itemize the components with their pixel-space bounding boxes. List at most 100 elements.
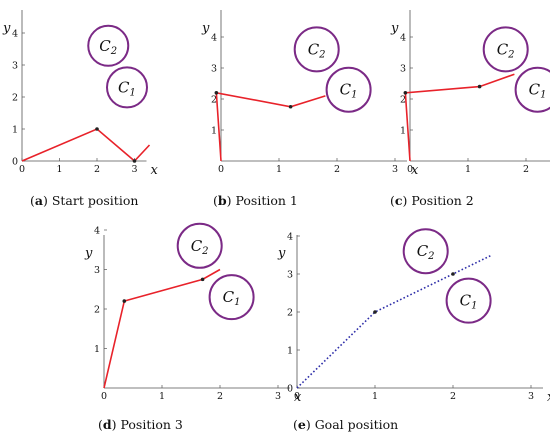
y-tick-label: 3	[12, 61, 18, 72]
circle-label-subscript: 1	[471, 301, 477, 312]
circle-label-base: C	[99, 37, 111, 55]
arm-path	[21, 128, 151, 163]
arm-path	[103, 268, 221, 389]
circle-label-subscript: 1	[351, 90, 357, 101]
y-axis-label: y	[2, 21, 11, 36]
circle-label-subscript: 1	[540, 90, 546, 101]
caption-paren: (	[98, 417, 103, 432]
circle-label-base: C	[460, 292, 472, 310]
obstacle-circle-c1	[208, 274, 255, 321]
arm-joint	[403, 91, 408, 95]
circle-label-c2: C2	[497, 40, 515, 60]
x-tick-label: 1	[465, 164, 471, 175]
circle-label-base: C	[223, 288, 235, 306]
x-tick-label: 2	[450, 391, 456, 402]
x-tick-label: 0	[218, 164, 224, 175]
circle-label-c2: C2	[417, 242, 435, 262]
arm-joint	[373, 310, 377, 314]
circle-label-c2: C2	[99, 37, 117, 57]
caption-text: ) Position 1	[227, 193, 298, 208]
caption-paren: (	[30, 193, 35, 208]
circle-label-c2: C2	[308, 40, 326, 60]
obstacle-circle-c2	[87, 24, 130, 67]
y-axis-label: y	[201, 21, 210, 36]
circle-label-subscript: 2	[427, 251, 434, 262]
y-tick-label: 1	[12, 125, 18, 136]
x-tick-label: 1	[276, 164, 282, 175]
y-tick-label: 3	[211, 64, 217, 75]
x-axis-label: x	[411, 163, 419, 178]
y-tick-label: 2	[400, 95, 406, 106]
caption-paren: (	[293, 417, 298, 432]
arm-joint	[288, 104, 293, 109]
x-tick-label: 3	[275, 391, 281, 402]
circle-label-base: C	[497, 40, 509, 58]
obstacle-circle-c1	[106, 66, 148, 109]
x-axis-label: x	[151, 163, 159, 178]
y-tick-label: 0	[287, 384, 293, 395]
circle-label-subscript: 2	[507, 49, 514, 60]
x-tick-label: 0	[407, 164, 413, 175]
circle-label-base: C	[308, 40, 320, 58]
y-tick-label: 3	[400, 64, 406, 75]
y-axis-label: y	[84, 246, 93, 261]
obstacle-circle-c1	[325, 66, 372, 113]
y-axis-label: y	[277, 246, 286, 261]
x-axis-label: x	[547, 390, 550, 405]
caption-paren: (	[213, 193, 218, 208]
circle-label-c1: C1	[223, 288, 241, 308]
y-tick-label: 4	[400, 33, 406, 44]
caption-text: ) Goal position	[306, 417, 398, 432]
circle-label-base: C	[340, 81, 352, 99]
caption-letter: e	[298, 417, 306, 432]
arm-joint	[451, 272, 455, 276]
caption-d: (d) Position 3	[98, 417, 183, 432]
caption-letter: d	[103, 417, 112, 432]
x-tick-label: 1	[159, 391, 165, 402]
x-tick-label: 2	[217, 391, 223, 402]
y-tick-label: 2	[211, 95, 217, 106]
x-tick-label: 2	[523, 164, 529, 175]
arm-path	[296, 254, 493, 389]
obstacle-circle-c2	[176, 222, 223, 269]
y-tick-label: 3	[287, 270, 293, 281]
arm-path	[215, 91, 326, 162]
circle-label-base: C	[191, 237, 203, 255]
obstacle-circle-c2	[482, 26, 529, 73]
caption-text: ) Start position	[43, 193, 138, 208]
x-tick-label: 0	[19, 164, 25, 175]
circle-label-c1: C1	[460, 292, 478, 312]
x-tick-label: 1	[56, 164, 62, 175]
y-tick-label: 2	[287, 308, 293, 319]
arm-joint	[477, 84, 482, 89]
x-axis-label: x	[294, 390, 302, 405]
circle-label-subscript: 1	[234, 297, 240, 308]
caption-a: (a) Start position	[30, 193, 138, 208]
x-tick-label: 0	[101, 391, 107, 402]
obstacle-circle-c2	[402, 228, 449, 275]
circle-label-subscript: 1	[129, 87, 135, 98]
y-tick-label: 1	[211, 126, 217, 137]
x-tick-label: 3	[131, 164, 137, 175]
circle-label-subscript: 2	[318, 49, 325, 60]
x-tick-label: 3	[528, 391, 534, 402]
arm-joint	[214, 91, 219, 95]
y-tick-label: 1	[94, 344, 100, 355]
arm-joint	[122, 299, 127, 303]
y-tick-label: 4	[211, 33, 217, 44]
arm-path	[404, 73, 515, 162]
circle-label-c1: C1	[529, 81, 547, 101]
y-tick-label: 2	[94, 305, 100, 316]
caption-letter: b	[218, 193, 227, 208]
circle-label-subscript: 2	[201, 246, 208, 257]
circle-label-c1: C1	[118, 78, 136, 98]
x-tick-label: 2	[94, 164, 100, 175]
x-tick-label: 3	[392, 164, 398, 175]
caption-letter: a	[35, 193, 43, 208]
